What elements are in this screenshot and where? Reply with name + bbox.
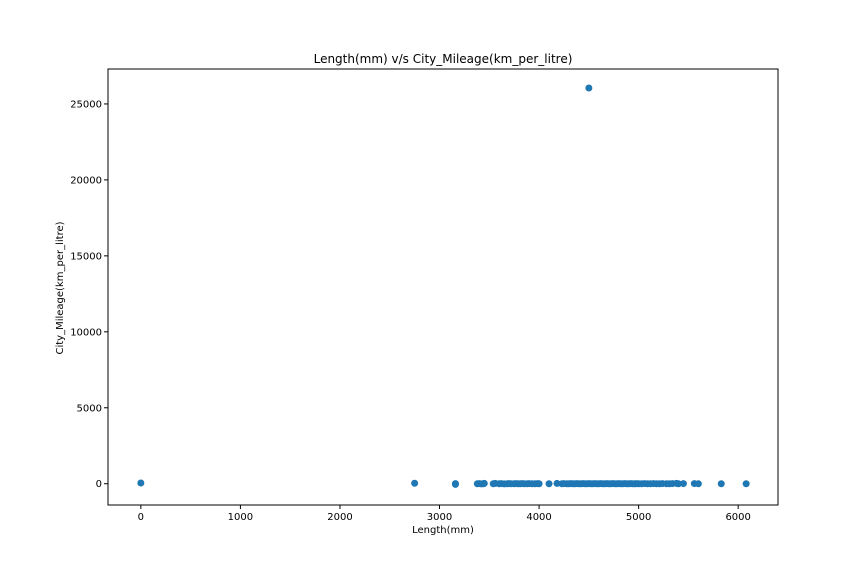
- data-point-88: [742, 480, 750, 488]
- x-tick-label: 6000: [725, 512, 750, 523]
- data-point-83: [674, 480, 682, 488]
- chart-title: Length(mm) v/s City_Mileage(km_per_litre…: [314, 52, 573, 66]
- x-axis-ticks: 0 1000 2000 3000 4000 5000 6000: [138, 505, 751, 523]
- data-point-86: [694, 480, 702, 488]
- data-point-0: [137, 479, 145, 487]
- y-tick-label: 0: [96, 479, 102, 490]
- plot-frame: [107, 68, 779, 506]
- x-tick-label: 0: [138, 512, 144, 523]
- x-tick-label: 5000: [626, 512, 651, 523]
- data-point-1: [411, 479, 419, 487]
- data-point-3: [451, 480, 459, 488]
- data-point-87: [717, 480, 725, 488]
- y-axis-label: City_Mileage(km_per_litre): [55, 221, 66, 354]
- data-point-28: [535, 480, 543, 488]
- x-tick-label: 3000: [427, 512, 452, 523]
- data-point-8: [480, 479, 488, 487]
- data-point-29: [545, 480, 553, 488]
- x-axis-label: Length(mm): [412, 525, 474, 536]
- points-layer: [137, 84, 750, 488]
- y-axis-ticks: 0 5000 10000 15000 20000 25000: [70, 99, 108, 490]
- x-tick-label: 4000: [526, 512, 551, 523]
- y-tick-label: 10000: [70, 327, 102, 338]
- data-point-30: [553, 479, 561, 487]
- y-tick-label: 20000: [70, 175, 102, 186]
- y-tick-label: 15000: [70, 251, 102, 262]
- data-point-45: [585, 84, 593, 92]
- data-point-84: [679, 480, 687, 488]
- y-tick-label: 5000: [77, 403, 102, 414]
- y-tick-label: 25000: [70, 99, 102, 110]
- x-tick-label: 1000: [228, 512, 253, 523]
- x-tick-label: 2000: [327, 512, 352, 523]
